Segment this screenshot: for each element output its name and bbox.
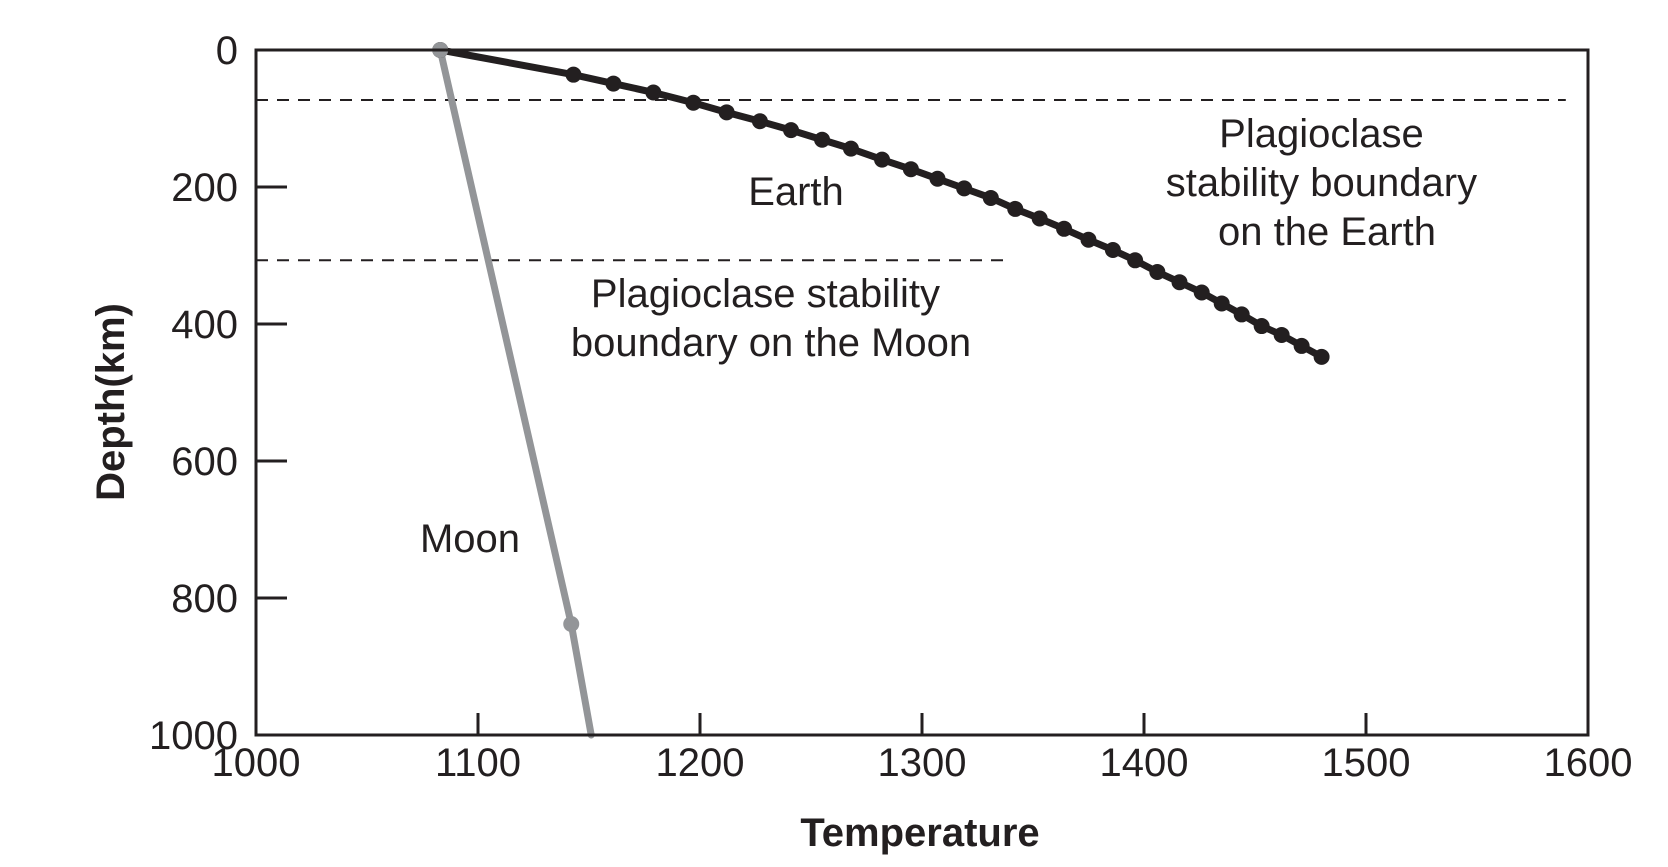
earth-point [605,75,622,92]
earth-point [685,94,702,111]
earth-point [874,151,891,168]
earth-point [1031,210,1048,227]
y-tick-label: 600 [171,440,238,484]
moon-boundary-label: Plagioclase stability boundary on the Mo… [571,272,971,365]
earth-point [645,84,662,101]
moon-boundary-label-line-1: Plagioclase stability [591,272,940,316]
moon-label: Moon [420,517,520,561]
annotations: Earth Moon Plagioclase stability boundar… [420,112,1488,561]
earth-boundary-label-line-2: stability boundary [1166,161,1477,205]
earth-boundary-label-line-3: on the Earth [1218,210,1436,254]
moon-boundary-label-line-2: boundary on the Moon [571,321,971,365]
earth-point [783,122,800,139]
moon-point [563,616,580,633]
earth-boundary-label-line-1: Plagioclase [1219,112,1424,156]
earth-point [842,140,859,157]
earth-point [1193,284,1210,301]
x-tick-label: 1600 [1544,741,1633,785]
y-tick-label: 200 [171,166,238,210]
earth-point [1253,318,1270,335]
earth-boundary-label: Plagioclase stability boundary on the Ea… [1166,112,1488,254]
x-tick-label: 1200 [656,741,745,785]
earth-point [1007,200,1024,217]
x-tick-label: 1500 [1322,741,1411,785]
x-tick-label: 1100 [435,741,521,785]
earth-point [1171,274,1188,291]
reference-lines [256,99,1566,262]
earth-point [718,104,735,121]
earth-point [1080,231,1097,248]
earth-point [902,161,919,178]
earth-point [982,189,999,206]
y-axis-ticks: 0 200 400 600 800 1000 [149,29,287,758]
moon-line [436,46,595,739]
y-axis-title: Depth(km) [89,303,133,501]
earth-point [1149,263,1166,280]
earth-point [751,113,768,130]
x-axis-ticks: 1000 1100 1200 1300 1400 1500 1600 [212,713,1633,785]
earth-point [929,170,946,187]
earth-point [1233,306,1250,323]
y-tick-label: 0 [216,29,238,73]
earth-point [565,66,582,83]
y-tick-label: 800 [171,577,238,621]
earth-point [1056,220,1073,237]
earth-label: Earth [748,170,844,214]
earth-point [1104,242,1121,259]
earth-point [814,131,831,148]
earth-point [1127,252,1144,269]
earth-point [1213,295,1230,312]
x-tick-label: 1400 [1100,741,1189,785]
y-tick-label: 400 [171,303,238,347]
earth-point [1273,326,1290,343]
x-tick-label: 1000 [212,741,301,785]
earth-point [1293,337,1310,354]
x-axis-title: Temperature [800,811,1039,855]
earth-point [956,180,973,197]
earth-point [1313,348,1330,365]
series-markers [432,42,1330,633]
x-tick-label: 1300 [878,741,967,785]
y-tick-label: 1000 [149,714,238,758]
